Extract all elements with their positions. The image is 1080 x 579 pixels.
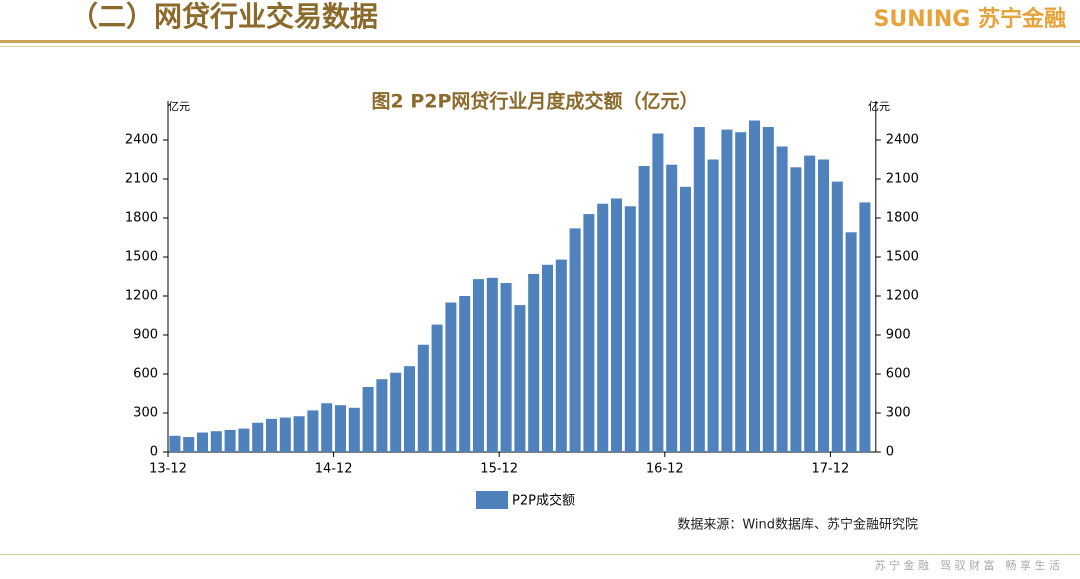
bar <box>776 146 788 452</box>
source-note: 数据来源：Wind数据库、苏宁金融研究院 <box>677 517 918 533</box>
y2-tick-label: 2400 <box>886 133 919 148</box>
bar <box>555 259 567 452</box>
bar <box>735 132 747 452</box>
bar <box>859 202 871 452</box>
y-tick-label: 1500 <box>125 250 158 265</box>
x-tick-label: 14-12 <box>315 462 353 477</box>
footer-rule <box>0 554 1080 555</box>
bar <box>238 428 250 452</box>
bar <box>224 429 236 452</box>
bar <box>321 403 333 452</box>
bar <box>528 273 540 452</box>
legend-swatch <box>476 491 508 509</box>
bar <box>279 417 291 452</box>
bar <box>804 155 816 452</box>
bar <box>445 302 457 452</box>
y2-tick-label: 900 <box>886 328 911 343</box>
bar <box>252 422 264 452</box>
bar <box>624 206 636 452</box>
bar <box>831 181 843 452</box>
bar <box>472 279 485 452</box>
bar <box>293 416 305 452</box>
bar <box>348 407 360 452</box>
y-tick-label: 600 <box>133 367 158 382</box>
footer-slogan: 苏 宁 金 融 驾 驭 财 富 畅 享 生 活 <box>875 558 1060 572</box>
bar <box>583 214 595 452</box>
bar <box>652 133 664 452</box>
bar <box>666 164 678 452</box>
bar <box>362 387 374 452</box>
bar <box>679 186 692 453</box>
bar <box>196 432 209 452</box>
y2-tick-label: 1500 <box>886 250 919 265</box>
bar <box>610 198 623 452</box>
bar <box>210 431 222 452</box>
bar <box>721 129 733 452</box>
y-tick-label: 0 <box>150 445 158 460</box>
y-tick-label: 2100 <box>125 172 158 187</box>
bar <box>265 418 278 452</box>
bar <box>541 264 554 452</box>
x-tick-label: 13-12 <box>149 462 187 477</box>
slide-title: （二）网贷行业交易数据 <box>70 0 378 33</box>
bar <box>376 379 388 452</box>
chart-title: 图2 P2P网贷行业月度成交额（亿元） <box>372 90 699 113</box>
bar <box>569 228 581 452</box>
bar <box>459 296 471 452</box>
bar <box>707 159 719 452</box>
logo: SUNING 苏宁金融 <box>874 6 1066 32</box>
bar <box>307 410 319 452</box>
y2-tick-label: 0 <box>886 445 894 460</box>
x-tick-label: 17-12 <box>812 462 850 477</box>
bar <box>390 372 402 452</box>
bar <box>431 324 443 452</box>
y2-tick-label: 2100 <box>886 172 919 187</box>
bar <box>693 127 705 452</box>
y-tick-label: 1800 <box>125 211 158 226</box>
y-tick-label: 2400 <box>125 133 158 148</box>
bar <box>486 277 498 452</box>
y-unit: 亿元 <box>168 100 190 113</box>
bar <box>762 127 774 452</box>
y2-tick-label: 1200 <box>886 289 919 304</box>
bar <box>169 435 181 452</box>
y2-tick-label: 600 <box>886 367 911 382</box>
bar <box>417 344 429 452</box>
bar <box>845 232 857 452</box>
header-rule-thin <box>0 46 1080 47</box>
y-tick-label: 300 <box>133 406 158 421</box>
bar <box>817 159 830 452</box>
x-tick-label: 16-12 <box>646 462 684 477</box>
y-tick-label: 900 <box>133 328 158 343</box>
bar <box>183 437 195 452</box>
bar <box>638 166 650 452</box>
bar <box>500 283 512 452</box>
bar <box>514 305 526 452</box>
bar <box>597 203 609 452</box>
y2-tick-label: 300 <box>886 406 911 421</box>
bar <box>403 366 416 452</box>
legend-label: P2P成交额 <box>512 493 575 509</box>
y2-unit: 亿元 <box>868 100 890 113</box>
y2-tick-label: 1800 <box>886 211 919 226</box>
x-tick-label: 15-12 <box>480 462 518 477</box>
bar <box>748 120 761 452</box>
y-tick-label: 1200 <box>125 289 158 304</box>
header-rule <box>0 40 1080 43</box>
bar <box>790 167 802 453</box>
bar <box>334 405 347 452</box>
